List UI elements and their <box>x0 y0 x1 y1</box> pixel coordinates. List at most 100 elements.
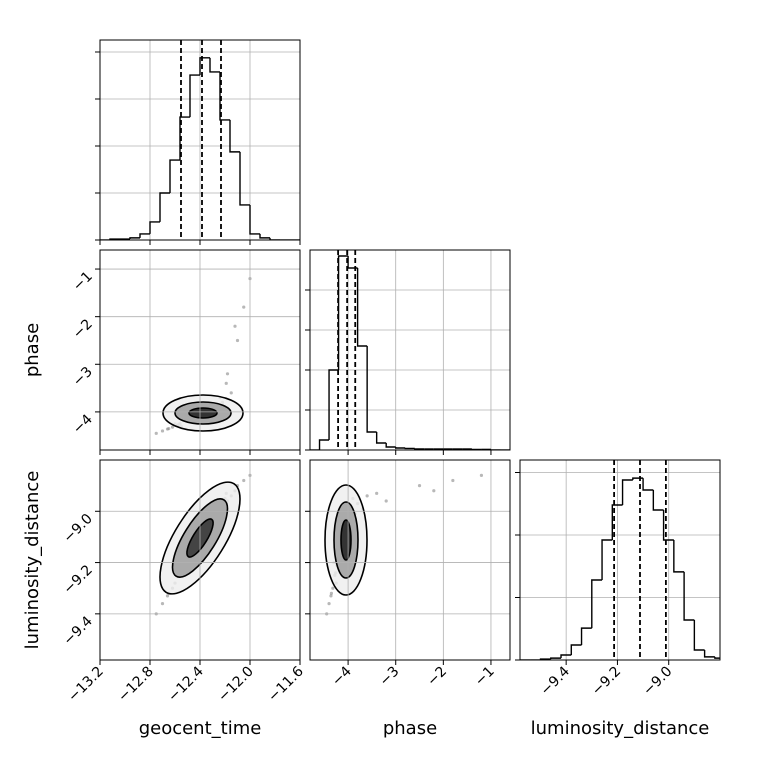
hist-bin <box>356 268 368 347</box>
hist-bin <box>414 448 425 450</box>
y-axis-label: phase <box>22 323 43 377</box>
panel-frame <box>309 459 511 661</box>
hist-bin <box>591 579 603 629</box>
hist-bin <box>269 237 280 240</box>
y-tick-label: −9.2 <box>60 562 95 597</box>
y-axis-label: luminosity_distance <box>22 471 43 650</box>
hist-bin <box>375 432 387 444</box>
sample-point <box>235 338 240 343</box>
y-tick-label: −4 <box>70 411 96 437</box>
y-tick-label: −3 <box>70 364 96 390</box>
hist-bin <box>259 233 270 239</box>
hist-bin <box>560 654 572 659</box>
sample-point <box>233 324 237 328</box>
hist-bin <box>621 479 633 505</box>
hist-bin <box>209 57 220 73</box>
sample-point <box>225 372 230 376</box>
x-tick-label: −9.0 <box>640 664 675 699</box>
y-tick-label: −2 <box>70 316 96 342</box>
histogram <box>520 477 720 660</box>
panel-frame <box>99 249 301 451</box>
hist-bin <box>580 627 592 645</box>
hist-bin <box>550 657 562 660</box>
hist-bin <box>703 650 715 658</box>
sample-point <box>329 594 333 598</box>
hist-bin <box>693 620 705 651</box>
hist-bin <box>570 644 582 655</box>
hist-bin <box>318 439 330 450</box>
panel-frame <box>99 39 301 241</box>
hist-bin <box>179 116 190 161</box>
x-tick-label: −12.0 <box>215 664 257 706</box>
histogram <box>100 57 300 240</box>
x-tick-label: −1 <box>472 664 498 690</box>
sample-point <box>479 473 484 477</box>
sample-point <box>432 489 436 493</box>
hist-bin <box>395 447 406 449</box>
x-tick-label: −11.6 <box>265 663 307 705</box>
hist-bin <box>129 237 140 240</box>
panel: −9.4 −9.2 −9.0 <box>515 459 721 699</box>
x-axis-label: phase <box>383 718 437 739</box>
hist-bin <box>601 539 613 580</box>
contours <box>159 394 368 596</box>
hist-bin <box>673 540 685 573</box>
x-tick-label: −3 <box>377 664 403 690</box>
sample-point <box>170 425 175 429</box>
hist-bin <box>189 74 200 118</box>
sample-point <box>242 305 246 309</box>
sample-point <box>165 594 170 598</box>
hist-bin <box>337 255 349 370</box>
hist-bin <box>219 71 230 121</box>
axes-layer: −4−3−2−1−13.2 −12.8 −12.4 −12.0 −11.6−9.4−9.… <box>22 39 721 739</box>
sample-point <box>384 499 388 503</box>
hist-bin <box>683 571 695 621</box>
sample-point <box>242 478 246 483</box>
y-tick-label: −9.0 <box>60 511 95 546</box>
hist-bin <box>632 477 644 480</box>
hist-bin <box>239 151 250 206</box>
sample-point <box>329 591 334 595</box>
sample-point <box>331 586 335 590</box>
hist-bin <box>652 490 664 511</box>
x-axis-label: geocent_time <box>139 718 262 739</box>
hist-bin <box>328 369 339 440</box>
sample-point <box>224 381 228 385</box>
hist-bin <box>139 233 150 238</box>
hist-bin <box>229 119 240 153</box>
hist-bin <box>169 159 180 193</box>
y-tick-label: −9.4 <box>60 613 95 648</box>
x-tick-label: −9.2 <box>589 664 624 699</box>
sample-point <box>229 391 233 395</box>
hist-bin <box>149 221 160 234</box>
sample-point <box>154 431 158 435</box>
sample-point <box>365 494 369 498</box>
x-tick-label: −13.2 <box>65 664 107 706</box>
x-tick-label: −4 <box>329 663 355 689</box>
hist-bin <box>611 504 623 540</box>
hist-bin <box>714 656 720 659</box>
x-tick-label: −2 <box>424 664 450 690</box>
sample-point <box>160 429 165 433</box>
hist-bin <box>642 478 654 491</box>
x-axis-label: luminosity_distance <box>531 718 710 739</box>
panel-frame <box>99 459 301 661</box>
sample-point <box>327 601 331 606</box>
x-tick-label: −12.4 <box>165 663 207 705</box>
panel-frame <box>309 249 511 451</box>
hist-bin <box>347 256 358 269</box>
sample-point <box>451 478 455 483</box>
x-tick-label: −9.4 <box>538 663 573 698</box>
hist-bin <box>249 204 260 235</box>
hist-bin <box>159 192 170 222</box>
sample-point <box>375 491 379 495</box>
hist-bin <box>385 443 396 448</box>
sample-point <box>165 427 170 431</box>
panel-frame <box>519 459 721 661</box>
hist-bin <box>366 346 377 433</box>
sample-point <box>417 484 422 488</box>
histogram <box>310 255 510 450</box>
panel <box>95 39 301 245</box>
sample-point <box>160 601 165 606</box>
